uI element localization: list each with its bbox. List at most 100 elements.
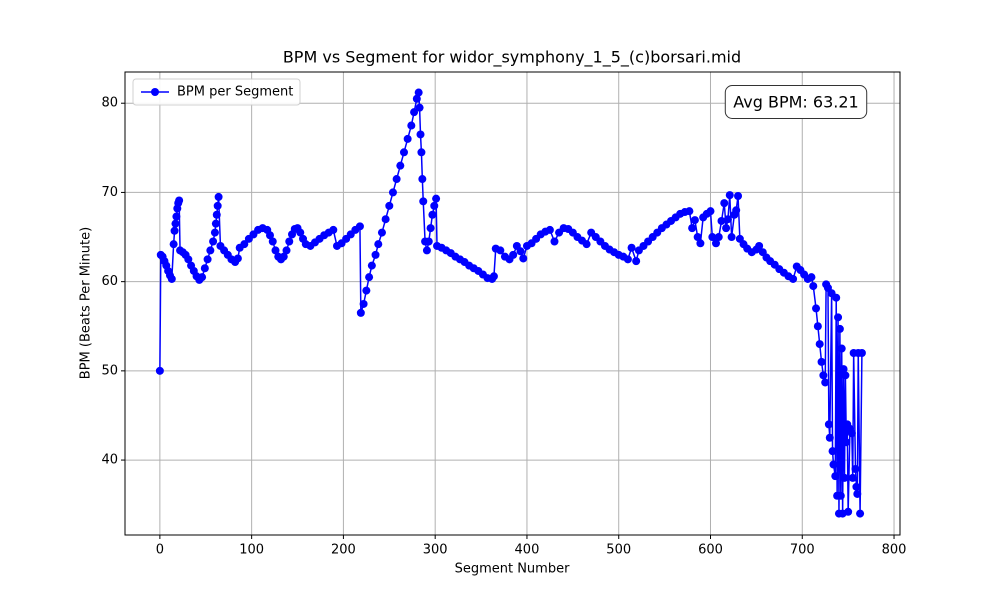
data-point bbox=[717, 216, 726, 225]
legend-label: BPM per Segment bbox=[177, 85, 293, 100]
data-point bbox=[545, 225, 554, 234]
data-point bbox=[233, 254, 242, 263]
data-point bbox=[419, 197, 428, 206]
x-tick-label: 500 bbox=[606, 543, 631, 558]
data-point bbox=[396, 161, 405, 170]
data-point bbox=[839, 365, 848, 374]
data-point bbox=[690, 216, 699, 225]
data-point bbox=[496, 246, 505, 255]
data-point bbox=[203, 255, 212, 264]
data-point bbox=[381, 215, 390, 224]
data-point bbox=[155, 366, 164, 375]
data-point bbox=[414, 88, 423, 97]
data-point bbox=[819, 371, 828, 380]
data-point bbox=[853, 489, 862, 498]
data-point bbox=[170, 226, 179, 235]
data-point bbox=[815, 340, 824, 349]
data-point bbox=[516, 247, 525, 256]
x-tick-label: 200 bbox=[331, 543, 356, 558]
y-tick-label: 60 bbox=[101, 274, 118, 289]
data-point bbox=[847, 429, 856, 438]
data-point bbox=[214, 192, 223, 201]
data-point bbox=[167, 274, 176, 283]
y-tick-label: 40 bbox=[101, 453, 118, 468]
x-tick-label: 0 bbox=[156, 543, 164, 558]
data-point bbox=[403, 134, 412, 143]
legend-box bbox=[132, 78, 301, 106]
data-point bbox=[200, 264, 209, 273]
data-point bbox=[835, 324, 844, 333]
data-point bbox=[172, 212, 181, 221]
data-point bbox=[385, 201, 394, 210]
data-point bbox=[206, 246, 215, 255]
data-point bbox=[708, 233, 717, 242]
data-point bbox=[720, 199, 729, 208]
data-point bbox=[812, 304, 821, 313]
x-axis-label: Segment Number bbox=[455, 562, 571, 577]
data-point bbox=[857, 349, 866, 358]
data-point bbox=[831, 472, 840, 481]
data-point bbox=[399, 148, 408, 157]
annotation-box bbox=[724, 85, 868, 119]
y-axis-label: BPM (Beats Per Minute) bbox=[79, 227, 94, 379]
data-point bbox=[415, 103, 424, 112]
data-point bbox=[582, 240, 591, 249]
data-point bbox=[519, 254, 528, 263]
data-point bbox=[169, 240, 178, 249]
data-point bbox=[184, 255, 193, 264]
data-point bbox=[712, 239, 721, 248]
data-point bbox=[296, 228, 305, 237]
data-point bbox=[825, 433, 834, 442]
data-point bbox=[832, 293, 841, 302]
data-point bbox=[824, 420, 833, 429]
data-point bbox=[213, 201, 222, 210]
data-point bbox=[377, 228, 386, 237]
data-point bbox=[418, 175, 427, 184]
data-point bbox=[852, 482, 861, 491]
y-tick-label: 50 bbox=[101, 363, 118, 378]
data-point bbox=[685, 207, 694, 216]
x-tick-label: 300 bbox=[423, 543, 448, 558]
chart-title: BPM vs Segment for widor_symphony_1_5_(c… bbox=[283, 48, 741, 68]
data-point bbox=[271, 246, 280, 255]
data-point bbox=[623, 255, 632, 264]
data-point bbox=[171, 219, 180, 228]
data-point bbox=[285, 237, 294, 246]
data-point bbox=[412, 94, 421, 103]
data-point bbox=[856, 509, 865, 518]
data-point bbox=[422, 246, 431, 255]
data-point bbox=[722, 224, 731, 233]
data-point bbox=[211, 219, 220, 228]
data-point bbox=[693, 233, 702, 242]
data-point bbox=[356, 308, 365, 317]
data-point bbox=[509, 250, 518, 259]
data-point bbox=[817, 357, 826, 366]
annotation: Avg BPM: 63.21 bbox=[733, 93, 858, 112]
data-point bbox=[432, 194, 441, 203]
data-point bbox=[627, 243, 636, 252]
data-point bbox=[371, 250, 380, 259]
data-point bbox=[365, 273, 374, 282]
data-point bbox=[430, 201, 439, 210]
data-point bbox=[240, 240, 249, 249]
data-point bbox=[212, 210, 221, 219]
data-point bbox=[355, 222, 364, 231]
data-point bbox=[714, 233, 723, 242]
data-point bbox=[417, 148, 426, 157]
data-point bbox=[727, 233, 736, 242]
plot-area bbox=[125, 72, 900, 535]
data-point bbox=[428, 210, 437, 219]
data-point bbox=[842, 438, 851, 447]
data-point bbox=[362, 286, 371, 295]
data-point bbox=[424, 237, 433, 246]
data-point bbox=[837, 344, 846, 353]
data-point bbox=[210, 228, 219, 237]
data-point bbox=[359, 299, 368, 308]
data-point bbox=[809, 282, 818, 291]
data-point bbox=[829, 460, 838, 469]
data-point bbox=[840, 473, 849, 482]
data-point bbox=[789, 274, 798, 283]
data-point bbox=[734, 192, 743, 201]
data-point bbox=[329, 225, 338, 234]
